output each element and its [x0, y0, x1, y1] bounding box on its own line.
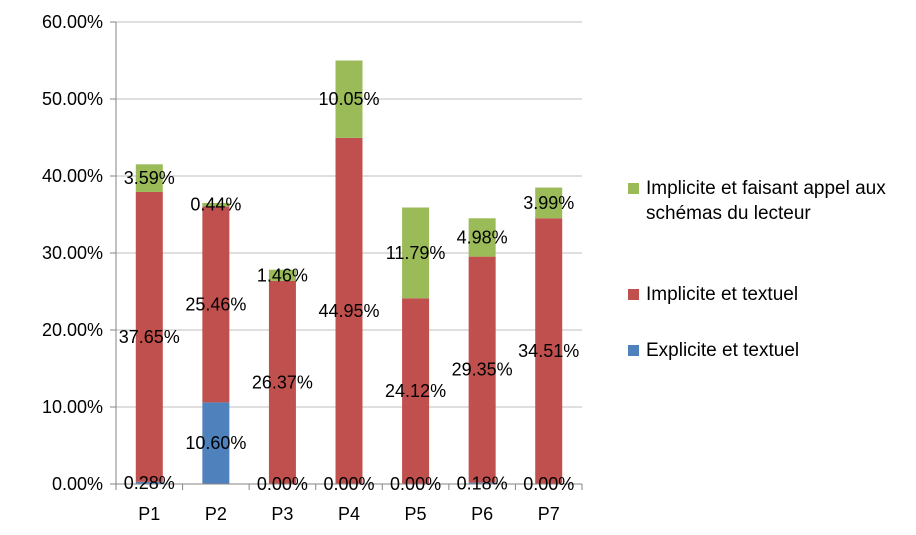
bar-segment-implicite-schemas-p3 — [268, 269, 296, 281]
y-tick-label: 30.00% — [42, 243, 103, 263]
data-label-explicite-p3: 0.00% — [257, 474, 308, 494]
bar-segment-implicite-schemas-p2 — [202, 202, 230, 207]
y-tick-label: 10.00% — [42, 397, 103, 417]
legend-swatch-blue — [628, 345, 639, 356]
bar-segment-implicite-schemas-p4 — [335, 60, 363, 138]
legend-label: Explicite et textuel — [646, 340, 800, 361]
bar-segment-implicite-textuel-p4 — [335, 137, 363, 484]
x-category-label: P3 — [271, 504, 293, 524]
legend-label: Implicite et textuel — [646, 284, 799, 305]
legend-swatch-green — [628, 183, 639, 194]
bar-segment-implicite-textuel-p2 — [202, 206, 230, 403]
data-labels: 0.28% 37.65% 3.59% 10.60% 25.46% 0.44% 0.00% 26… — [119, 89, 579, 494]
bar-segment-explicite-p2 — [202, 402, 230, 484]
legend-item-implicite-schemas: Implicite et faisant appel aux schémas d… — [628, 176, 913, 226]
data-label-explicite-p5: 0.00% — [390, 474, 441, 494]
bar-segment-implicite-textuel-p7 — [535, 218, 563, 484]
data-label-explicite-p1: 0.28% — [124, 473, 175, 493]
x-category-labels: P1 P2 P3 P4 P5 P6 P7 — [138, 504, 559, 524]
bars — [135, 60, 563, 484]
bar-segment-implicite-textuel-p1 — [135, 191, 163, 482]
data-label-implicite-textuel-p2: 25.46% — [185, 294, 246, 314]
bar-segment-implicite-schemas-p5 — [402, 207, 430, 299]
data-label-implicite-textuel-p1: 37.65% — [119, 327, 180, 347]
y-tick-label: 20.00% — [42, 320, 103, 340]
x-category-label: P7 — [538, 504, 560, 524]
y-tick-label: 60.00% — [42, 12, 103, 32]
legend-label: Implicite et faisant appel aux schémas d… — [646, 178, 886, 225]
data-label-implicite-schemas-p1: 3.59% — [124, 168, 175, 188]
data-label-implicite-textuel-p6: 29.35% — [452, 360, 513, 380]
bar-segment-implicite-schemas-p7 — [535, 187, 563, 219]
legend-swatch-red — [628, 289, 639, 300]
bar-segment-implicite-textuel-p6 — [468, 256, 496, 483]
data-label-explicite-p7: 0.00% — [523, 474, 574, 494]
legend-item-explicite-textuel: Explicite et textuel — [628, 338, 799, 363]
x-category-label: P6 — [471, 504, 493, 524]
bar-segment-implicite-textuel-p5 — [402, 298, 430, 484]
data-label-implicite-schemas-p6: 4.98% — [457, 227, 508, 247]
data-label-explicite-p2: 10.60% — [185, 433, 246, 453]
bar-segment-implicite-textuel-p3 — [268, 280, 296, 484]
y-tick-label: 50.00% — [42, 89, 103, 109]
y-tick-labels: 0.00% 10.00% 20.00% 30.00% 40.00% 50.00% 60.00… — [42, 12, 103, 494]
bar-segment-explicite-p1 — [135, 481, 163, 484]
data-label-implicite-textuel-p5: 24.12% — [385, 381, 446, 401]
data-label-implicite-schemas-p3: 1.46% — [257, 265, 308, 285]
x-category-label: P4 — [338, 504, 360, 524]
x-category-label: P2 — [205, 504, 227, 524]
data-label-implicite-textuel-p7: 34.51% — [518, 341, 579, 361]
x-category-label: P1 — [138, 504, 160, 524]
bar-segment-implicite-schemas-p6 — [468, 218, 496, 257]
data-label-implicite-schemas-p4: 10.05% — [318, 89, 379, 109]
legend-item-implicite-textuel: Implicite et textuel — [628, 282, 798, 307]
data-label-implicite-schemas-p5: 11.79% — [386, 243, 446, 263]
data-label-implicite-schemas-p7: 3.99% — [523, 193, 574, 213]
axes — [115, 22, 583, 490]
data-label-explicite-p6: 0.18% — [457, 473, 508, 493]
data-label-implicite-textuel-p4: 44.95% — [318, 301, 379, 321]
bar-segment-implicite-schemas-p1 — [135, 164, 163, 192]
bar-segment-explicite-p6 — [468, 482, 496, 484]
data-label-implicite-schemas-p2: 0.44% — [190, 195, 241, 215]
x-category-label: P5 — [405, 504, 427, 524]
y-tick-label: 0.00% — [52, 474, 103, 494]
data-label-explicite-p4: 0.00% — [323, 474, 374, 494]
data-label-implicite-textuel-p3: 26.37% — [252, 372, 313, 392]
y-tick-label: 40.00% — [42, 166, 103, 186]
